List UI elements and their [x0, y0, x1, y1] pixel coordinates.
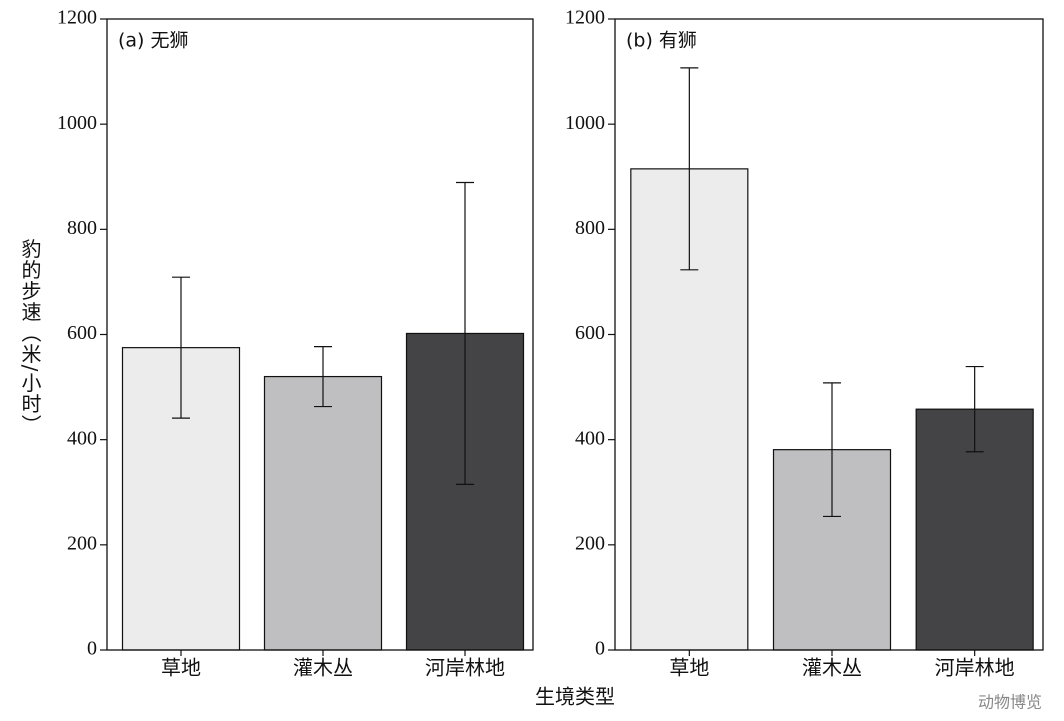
y-tick-label: 1000 [565, 112, 605, 134]
y-tick-label: 0 [595, 638, 605, 660]
panel-title: (a) 无狮 [118, 30, 189, 52]
y-tick-label: 800 [67, 217, 97, 239]
watermark: 动物博览 [978, 693, 1042, 712]
y-tick-label: 400 [67, 427, 97, 449]
x-tick-label: 河岸林地 [425, 656, 505, 680]
y-axis-label: 豹的步速（米/小时） [18, 238, 42, 435]
x-tick-label: 草地 [161, 656, 201, 680]
y-tick-label: 200 [67, 532, 97, 554]
x-tick-label: 灌木丛 [293, 656, 353, 680]
y-tick-label: 400 [575, 427, 605, 449]
y-tick-label: 600 [67, 322, 97, 344]
x-axis-label: 生境类型 [535, 685, 615, 709]
x-tick-label: 灌木丛 [802, 656, 862, 680]
plot-frame [614, 18, 1044, 651]
y-tick-label: 1200 [57, 7, 97, 29]
y-tick-label: 800 [575, 217, 605, 239]
y-tick-label: 200 [575, 532, 605, 554]
bar [263, 375, 383, 651]
y-tick-label: 1200 [565, 7, 605, 29]
y-tick-label: 1000 [57, 112, 97, 134]
plot-frame [106, 18, 534, 651]
panel-title: (b) 有狮 [626, 30, 697, 52]
x-tick-label: 草地 [669, 656, 709, 680]
x-tick-label: 河岸林地 [935, 656, 1015, 680]
y-tick-label: 0 [87, 638, 97, 660]
y-tick-label: 600 [575, 322, 605, 344]
